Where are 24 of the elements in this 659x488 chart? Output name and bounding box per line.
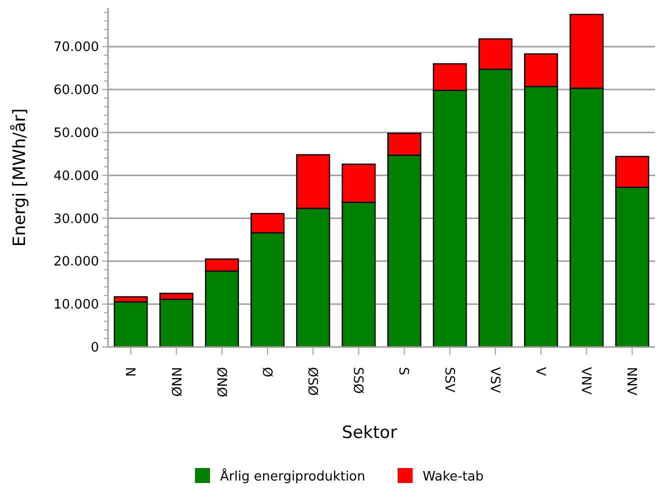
x-tick-label: N [122,367,138,377]
x-tick-label: NNØ [168,367,183,397]
x-tick-label: ØNØ [213,367,228,398]
x-tick-label: ØSØ [304,367,320,396]
x-tick-label: VNV [578,367,594,395]
y-tick-label: 70.000 [54,40,99,56]
y-axis-title: Energi [MWh/år] [10,108,30,247]
legend-label: Wake-tab [422,470,484,485]
x-tick-label: NNV [624,367,639,396]
y-tick-label: 50.000 [54,126,99,141]
y-tick-label: 40.000 [54,168,99,184]
x-tick-label: V [532,367,548,376]
legend-label: Årlig energiproduktion [220,468,366,485]
x-axis-title: Sektor [342,423,398,443]
x-tick-label: VSV [486,367,502,394]
y-tick-label: 60.000 [54,83,99,98]
x-tick-label: S [396,367,411,376]
y-tick-label: 0 [90,340,99,356]
y-tick-label: 10.000 [54,298,99,313]
x-tick-label: SSØ [350,367,366,394]
x-tick-label: Ø [258,367,274,378]
x-tick-label: SSV [441,367,456,393]
y-tick-label: 20.000 [54,254,99,270]
y-tick-label: 30.000 [54,212,99,227]
